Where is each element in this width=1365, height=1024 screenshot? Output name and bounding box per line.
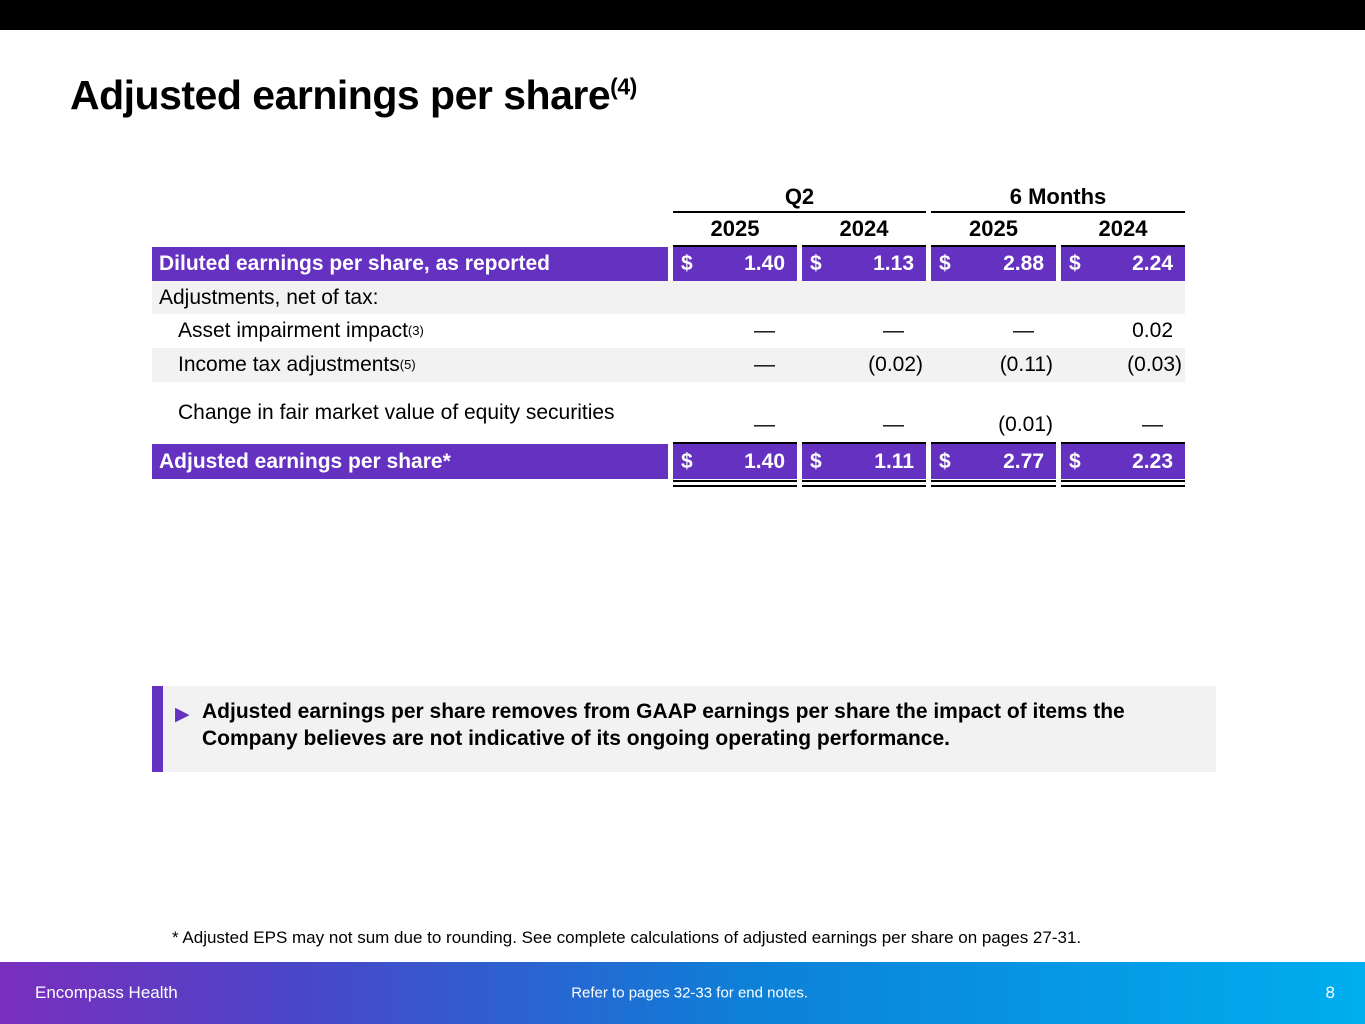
row-label: Adjusted earnings per share* bbox=[152, 444, 668, 479]
row-label-text: Income tax adjustments bbox=[178, 353, 400, 376]
table-year-header-row: 2025 2024 2025 2024 bbox=[152, 213, 1185, 247]
title-superscript: (4) bbox=[610, 73, 637, 100]
eps-table: Q2 6 Months 2025 2024 2025 2024 Diluted … bbox=[152, 183, 1185, 492]
value-cell: $1.13 bbox=[802, 247, 926, 281]
double-underline bbox=[1061, 480, 1185, 487]
value-cell: (0.03) bbox=[1061, 348, 1185, 382]
value: (0.02) bbox=[868, 353, 923, 376]
value: 1.13 bbox=[873, 252, 914, 275]
value-cell: — bbox=[673, 382, 797, 444]
empty-cell bbox=[152, 480, 668, 492]
table-row-adjusted-eps-total: Adjusted earnings per share* $1.40 $1.11… bbox=[152, 444, 1185, 479]
callout-accent-bar bbox=[152, 686, 163, 772]
row-label-text: Asset impairment impact bbox=[178, 319, 408, 342]
value-cell: $1.40 bbox=[673, 444, 797, 479]
value: — bbox=[1013, 319, 1034, 342]
value: — bbox=[754, 413, 775, 436]
double-underline bbox=[802, 480, 926, 487]
title-text: Adjusted earnings per share bbox=[70, 72, 611, 118]
value-cell: (0.11) bbox=[931, 348, 1056, 382]
double-underline bbox=[673, 480, 797, 487]
value-cell: — bbox=[931, 314, 1056, 348]
table-row-income-tax-adjustments: Income tax adjustments (5) — (0.02) (0.11… bbox=[152, 348, 1185, 382]
currency-symbol: $ bbox=[939, 252, 951, 275]
value-cell: $1.11 bbox=[802, 444, 926, 479]
rounding-footnote: * Adjusted EPS may not sum due to roundi… bbox=[172, 928, 1082, 947]
callout-box: ▶ Adjusted earnings per share removes fr… bbox=[152, 686, 1216, 772]
value-cell: — bbox=[673, 314, 797, 348]
footer-bar: Encompass Health Refer to pages 32-33 fo… bbox=[0, 962, 1365, 1024]
value: — bbox=[883, 413, 904, 436]
value: — bbox=[754, 319, 775, 342]
table-row-asset-impairment: Asset impairment impact (3) — — — 0.02 bbox=[152, 314, 1185, 348]
value: 2.23 bbox=[1132, 449, 1173, 473]
end-notes-reference: Refer to pages 32-33 for end notes. bbox=[571, 984, 809, 1002]
value: 2.88 bbox=[1003, 252, 1044, 275]
callout-text: Adjusted earnings per share removes from… bbox=[202, 700, 1125, 750]
col-header-q2-2025: 2025 bbox=[673, 213, 797, 247]
col-group-6months: 6 Months bbox=[931, 183, 1185, 213]
value: 2.77 bbox=[1003, 449, 1044, 473]
value: 0.02 bbox=[1132, 319, 1173, 342]
value: 2.24 bbox=[1132, 252, 1173, 275]
value-cell: $2.23 bbox=[1061, 444, 1185, 479]
value-cell: (0.01) bbox=[931, 382, 1056, 444]
table-row-adjustments-header: Adjustments, net of tax: bbox=[152, 281, 1185, 314]
currency-symbol: $ bbox=[810, 252, 822, 275]
brand-name: Encompass Health bbox=[35, 983, 178, 1002]
currency-symbol: $ bbox=[1069, 252, 1081, 275]
value-cell: $2.88 bbox=[931, 247, 1056, 281]
row-label: Change in fair market value of equity se… bbox=[178, 401, 615, 425]
value-cell: — bbox=[1061, 382, 1185, 444]
currency-symbol: $ bbox=[810, 449, 822, 473]
page-title: Adjusted earnings per share(4) bbox=[70, 72, 637, 119]
value: (0.11) bbox=[999, 353, 1053, 376]
value-cell: — bbox=[802, 314, 926, 348]
value: (0.01) bbox=[998, 413, 1053, 436]
currency-symbol: $ bbox=[681, 252, 693, 275]
value-cell: $1.40 bbox=[673, 247, 797, 281]
col-header-6m-2025: 2025 bbox=[931, 213, 1056, 247]
currency-symbol: $ bbox=[1069, 449, 1081, 473]
col-header-6m-2024: 2024 bbox=[1061, 213, 1185, 247]
row-label: Income tax adjustments (5) bbox=[178, 353, 416, 376]
value: — bbox=[754, 353, 775, 376]
table-group-header-row: Q2 6 Months bbox=[152, 183, 1185, 213]
triangle-bullet-icon: ▶ bbox=[175, 704, 190, 725]
row-label: Asset impairment impact (3) bbox=[178, 319, 424, 342]
value: 1.40 bbox=[744, 252, 785, 275]
value-cell: $2.77 bbox=[931, 444, 1056, 479]
col-header-q2-2024: 2024 bbox=[802, 213, 926, 247]
top-black-bar bbox=[0, 0, 1365, 30]
value: 1.11 bbox=[874, 449, 914, 473]
table-row-fair-market-value-change: Change in fair market value of equity se… bbox=[152, 382, 1185, 444]
value-cell: — bbox=[673, 348, 797, 382]
value: — bbox=[1142, 413, 1163, 436]
value-cell: 0.02 bbox=[1061, 314, 1185, 348]
col-group-q2: Q2 bbox=[673, 183, 926, 213]
value-cell: — bbox=[802, 382, 926, 444]
empty-header-cell bbox=[152, 213, 668, 247]
page-number: 8 bbox=[1325, 983, 1335, 1002]
table-total-double-rule-row bbox=[152, 480, 1185, 492]
value: (0.03) bbox=[1127, 353, 1182, 376]
double-underline bbox=[931, 480, 1056, 487]
empty-header-cell bbox=[152, 183, 668, 213]
row-label: Diluted earnings per share, as reported bbox=[152, 247, 668, 281]
table-row-diluted-eps: Diluted earnings per share, as reported … bbox=[152, 247, 1185, 281]
currency-symbol: $ bbox=[939, 449, 951, 473]
value: 1.40 bbox=[744, 449, 785, 473]
value: — bbox=[883, 319, 904, 342]
row-label: Adjustments, net of tax: bbox=[159, 285, 379, 309]
value-cell: (0.02) bbox=[802, 348, 926, 382]
currency-symbol: $ bbox=[681, 449, 693, 473]
value-cell: $2.24 bbox=[1061, 247, 1185, 281]
